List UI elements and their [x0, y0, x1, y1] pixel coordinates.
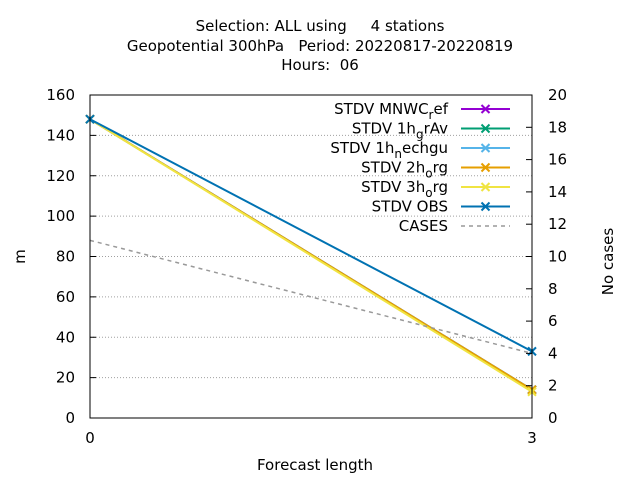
chart-title-line-2: Geopotential 300hPa Period: 20220817-202… — [126, 37, 514, 55]
y2-tick-label: 4 — [548, 344, 558, 362]
y-tick-label: 100 — [46, 207, 75, 225]
y-tick-label: 20 — [56, 369, 75, 387]
chart-title-line-3: Hours: 06 — [281, 56, 359, 74]
legend-label-main: STDV 1h — [352, 120, 416, 138]
legend-label: STDV 2horg — [361, 159, 448, 181]
y2-tick-label: 16 — [548, 151, 567, 169]
legend-item: CASES — [399, 217, 510, 235]
legend-label-rest: echgu — [402, 139, 448, 157]
legend-label-rest: rg — [433, 159, 448, 177]
legend-label-subscript: r — [429, 108, 434, 122]
y2-tick-label: 20 — [548, 86, 567, 104]
y2-tick-label: 0 — [548, 409, 558, 427]
legend-label-main: STDV 1h — [330, 139, 394, 157]
legend-label-subscript: o — [425, 167, 432, 181]
legend-label-main: CASES — [399, 217, 448, 235]
y2-axis-label: No cases — [599, 228, 617, 296]
y-tick-label: 120 — [46, 167, 75, 185]
legend-label-main: STDV OBS — [372, 198, 448, 216]
series-stdv-obs — [85, 114, 537, 357]
legend-label-subscript: n — [394, 147, 402, 161]
legend-label-main: STDV 2h — [361, 159, 425, 177]
y-tick-label: 80 — [56, 248, 75, 266]
legend-label: STDV 3horg — [361, 178, 448, 200]
x-tick-label: 3 — [527, 429, 537, 447]
legend-label: STDV OBS — [372, 198, 448, 216]
series-layer — [85, 114, 537, 397]
legend-item: STDV 2horg — [361, 159, 510, 181]
y-tick-label: 0 — [65, 409, 75, 427]
y-axis-label: m — [11, 249, 29, 264]
y2-tick-label: 14 — [548, 183, 567, 201]
legend-label: STDV MNWCref — [334, 100, 449, 122]
y2-tick-label: 2 — [548, 377, 558, 395]
data-point-marker — [480, 143, 491, 153]
legend-label: STDV 1hgrAv — [352, 120, 448, 142]
legend-item: STDV MNWCref — [334, 100, 510, 122]
x-axis-label: Forecast length — [257, 456, 373, 474]
series-stdv-3h-org — [85, 114, 537, 397]
y2-tick-label: 12 — [548, 215, 567, 233]
legend-item: STDV 3horg — [361, 178, 510, 200]
legend-label-rest: rg — [433, 178, 448, 196]
legend-item: STDV 1hgrAv — [352, 120, 510, 142]
y2-tick-label: 6 — [548, 312, 558, 330]
legend-label-rest: rAv — [424, 120, 449, 138]
data-point-marker — [480, 162, 491, 173]
y-tick-label: 140 — [46, 126, 75, 144]
data-point-marker — [480, 123, 491, 134]
legend-label-subscript: o — [425, 186, 432, 200]
data-point-marker — [480, 201, 491, 212]
legend-label-main: STDV 3h — [361, 178, 425, 196]
y-tick-label: 60 — [56, 288, 75, 306]
legend-label-subscript: g — [416, 128, 424, 142]
legend-item: STDV OBS — [372, 198, 510, 216]
y-tick-label: 40 — [56, 328, 75, 346]
y2-tick-label: 8 — [548, 280, 558, 298]
legend-label-rest: ef — [433, 100, 448, 118]
series-line — [89, 118, 533, 393]
legend-label-main: STDV MNWC — [334, 100, 428, 118]
y2-tick-label: 18 — [548, 118, 567, 136]
data-point-marker — [480, 182, 491, 192]
y-tick-label: 160 — [46, 86, 75, 104]
legend-item: STDV 1hnechgu — [330, 139, 510, 161]
y2-tick-label: 10 — [548, 248, 567, 266]
x-tick-label: 0 — [85, 429, 95, 447]
chart-title-line-1: Selection: ALL using 4 stations — [195, 17, 445, 35]
series-line — [89, 118, 533, 353]
legend-label: STDV 1hnechgu — [330, 139, 448, 161]
legend-label: CASES — [399, 217, 448, 235]
data-point-marker — [480, 104, 491, 114]
